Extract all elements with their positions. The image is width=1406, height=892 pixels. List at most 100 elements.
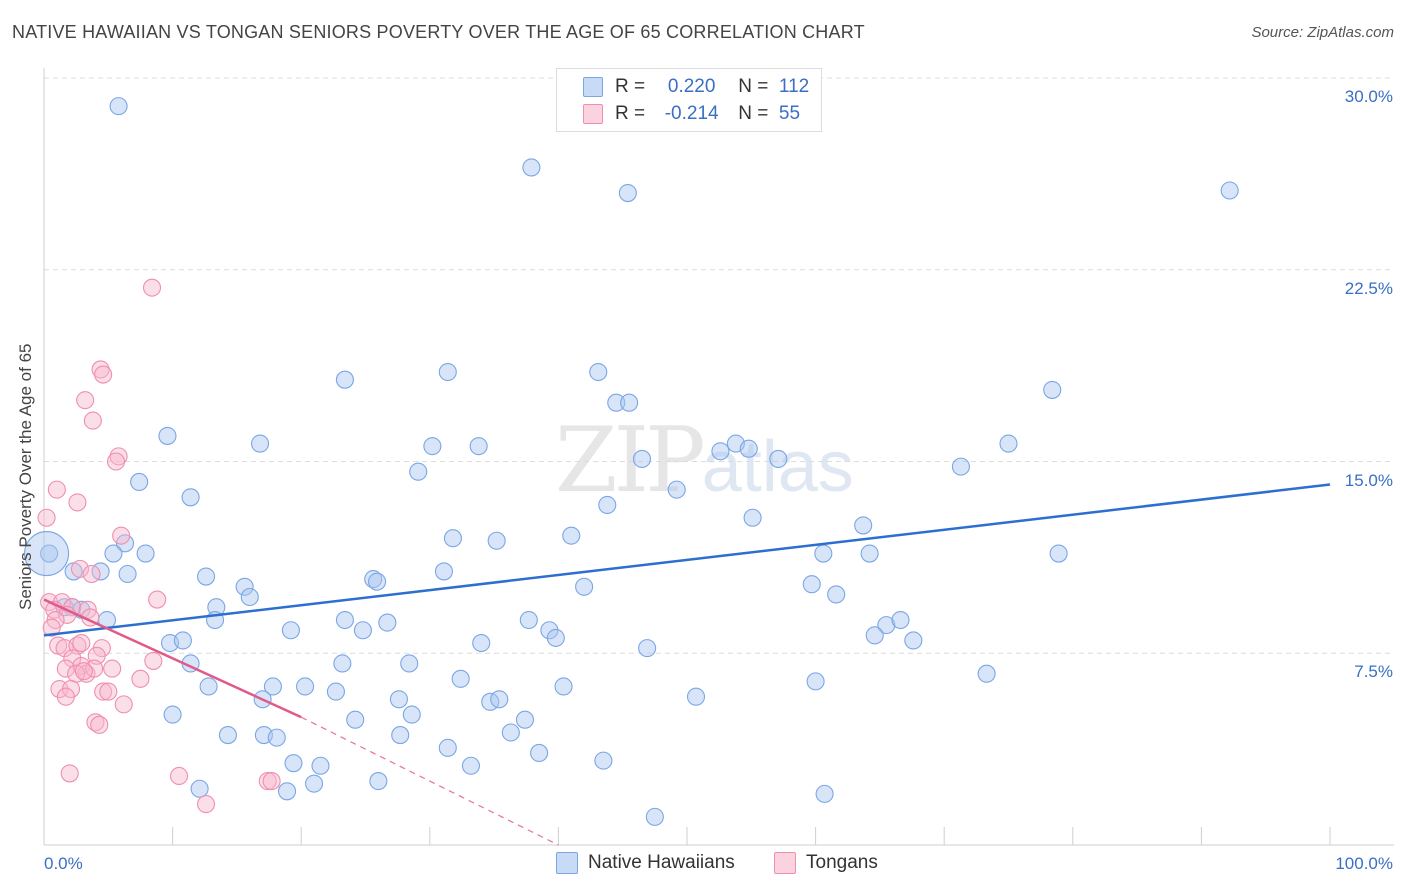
data-point [169,766,189,786]
data-point [106,452,126,471]
data-point [72,633,91,653]
legend-n-label: N = [738,103,769,124]
data-point [190,779,209,798]
bottom-legend-swatch-blue [556,852,578,874]
data-point [40,544,59,563]
legend-n-value: 55 [778,103,801,124]
data-point [554,677,573,696]
data-point [368,572,387,591]
data-point [814,544,833,563]
data-point [451,669,470,688]
data-point [686,687,706,706]
data-point [806,672,825,691]
data-point [42,618,61,637]
data-point [60,764,79,783]
data-point [562,526,581,545]
data-point [148,590,167,609]
y-tick-label: 7.5% [1354,662,1393,682]
series-tongans [37,278,281,814]
data-point [1049,544,1068,563]
data-point [594,751,613,770]
data-point [827,585,846,604]
data-point [409,462,428,481]
legend-row-native-hawaiians: R = 0.220 N = 112 [583,74,809,100]
data-point [854,516,873,535]
data-point [68,493,87,512]
data-point [109,97,128,116]
data-point [501,723,520,742]
data-point [296,677,315,696]
bottom-legend-swatch-pink [774,852,796,874]
data-point [74,662,93,681]
data-point [240,587,259,607]
data-point [743,508,762,527]
data-point [144,651,163,670]
data-point [199,677,218,696]
data-point [815,784,834,803]
data-point [487,531,506,550]
data-point [82,564,101,584]
data-point [530,743,549,763]
data-point [389,690,408,709]
data-point [278,782,297,801]
data-point [85,659,104,678]
correlation-legend: R = 0.220 N = 112 R = -0.214 N = 55 [556,68,822,132]
legend-r-value: 0.220 [667,76,716,97]
data-point [951,457,970,476]
data-point [262,772,281,791]
data-point [618,184,637,203]
source-label: Source: ZipAtlas.com [1251,24,1394,41]
watermark-zip: ZIP [555,408,706,513]
axes [43,68,1394,846]
data-point [130,472,149,492]
data-point [598,495,617,515]
y-tick-label: 15.0% [1344,470,1393,490]
data-point [461,756,481,775]
data-point [999,434,1018,453]
data-point [802,575,821,594]
data-point [335,370,354,389]
data-point [645,807,664,826]
data-point [490,690,509,709]
legend-n-value: 112 [778,76,810,97]
data-point [142,278,162,297]
data-point [575,577,594,596]
data-point [438,362,457,382]
data-point [369,772,388,791]
data-point [103,659,122,678]
data-point [83,411,102,430]
data-point [711,442,730,461]
data-point-large [24,530,70,577]
x-tick-label-1: 100.0% [1335,854,1393,873]
data-point [438,738,457,757]
data-point [104,544,123,563]
data-point [56,687,75,706]
data-point [112,526,131,545]
chart-title: NATIVE HAWAIIAN VS TONGAN SENIORS POVERT… [12,22,865,42]
legend-n-label: N = [738,76,769,97]
data-point [515,710,535,729]
data-point [522,158,541,177]
data-point [263,677,282,696]
data-point [620,393,639,412]
data-point [546,628,565,647]
data-point [109,447,128,466]
data-point [181,488,200,507]
data-point [904,631,923,650]
data-point [196,795,216,814]
bottom-legend-label: Native Hawaiians [588,852,735,873]
data-point [632,449,652,468]
data-point [90,715,109,734]
data-point [267,728,286,747]
data-point [94,365,113,384]
data-point [1043,380,1062,399]
data-point [94,682,113,701]
data-point [378,613,397,632]
data-point [196,567,216,586]
legend-r-value: -0.214 [664,103,719,124]
legend-swatch-blue [583,77,603,97]
trend-lines [43,483,1331,846]
data-point [37,508,56,527]
data-point [333,654,352,673]
data-point [860,544,879,563]
